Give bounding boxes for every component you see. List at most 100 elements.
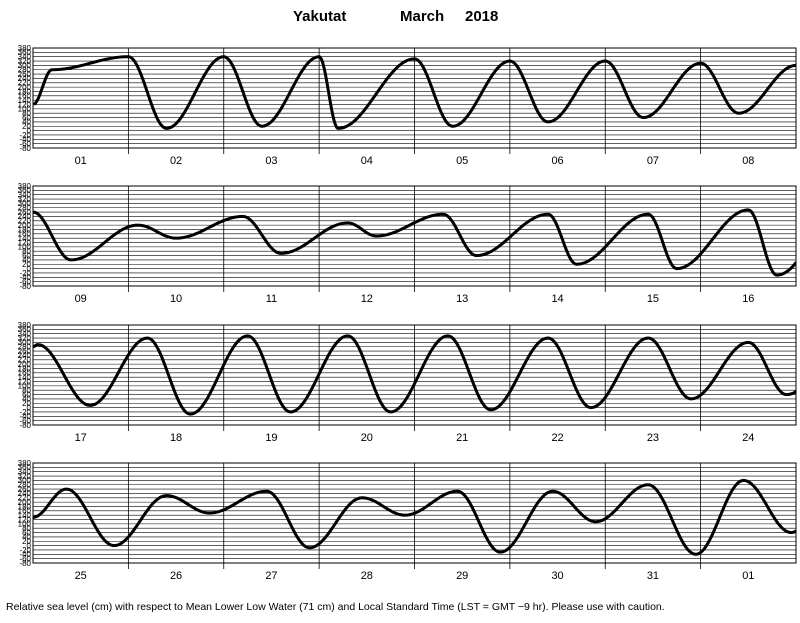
y-tick-label: 260	[18, 70, 32, 79]
y-tick-label: 60	[22, 390, 31, 399]
y-tick-label: 180	[18, 364, 32, 373]
tide-panel-3: -80-60-40-200204060801001201401601802002…	[18, 321, 797, 444]
y-tick-label: -20	[19, 546, 31, 555]
y-tick-label: 80	[22, 524, 31, 533]
tide-panel-4: -80-60-40-200204060801001201401601802002…	[18, 459, 797, 582]
y-tick-label: 80	[22, 247, 31, 256]
y-tick-label: 120	[18, 377, 32, 386]
y-tick-label: 0	[27, 541, 32, 550]
chart-title-station: Yakutat	[293, 8, 346, 25]
tide-panel-1: -80-60-40-200204060801001201401601802002…	[18, 44, 797, 167]
y-tick-label: 360	[18, 463, 32, 472]
day-label: 25	[75, 570, 87, 582]
day-label: 29	[456, 570, 468, 582]
y-tick-label: 320	[18, 57, 32, 66]
y-tick-label: 320	[18, 195, 32, 204]
y-tick-label: 200	[18, 83, 32, 92]
y-tick-label: 340	[18, 467, 32, 476]
day-label: 16	[742, 293, 754, 305]
y-tick-label: 20	[22, 399, 31, 408]
day-label: 14	[551, 293, 563, 305]
day-label: 27	[265, 570, 277, 582]
y-tick-label: 140	[18, 96, 32, 105]
y-tick-label: -60	[19, 416, 31, 425]
tide-panel-2: -80-60-40-200204060801001201401601802002…	[18, 182, 797, 305]
y-tick-label: 80	[22, 109, 31, 118]
y-tick-label: 180	[18, 502, 32, 511]
y-tick-label: 300	[18, 199, 32, 208]
y-tick-label: 140	[18, 373, 32, 382]
day-label: 18	[170, 432, 182, 444]
day-label: 04	[361, 155, 373, 167]
y-tick-label: 200	[18, 221, 32, 230]
y-tick-label: 140	[18, 234, 32, 243]
y-tick-label: 180	[18, 87, 32, 96]
day-label: 01	[742, 570, 754, 582]
y-tick-label: 380	[18, 321, 32, 330]
day-label: 02	[170, 155, 182, 167]
y-tick-label: 100	[18, 105, 32, 114]
day-label: 01	[75, 155, 87, 167]
y-tick-label: 60	[22, 113, 31, 122]
y-tick-label: 0	[27, 403, 32, 412]
y-tick-label: 260	[18, 208, 32, 217]
y-tick-label: -80	[19, 282, 31, 291]
day-label: 08	[742, 155, 754, 167]
y-tick-label: 180	[18, 225, 32, 234]
y-tick-label: 0	[27, 126, 32, 135]
chart-caption: Relative sea level (cm) with respect to …	[6, 601, 665, 613]
day-label: 03	[265, 155, 277, 167]
y-tick-label: -80	[19, 559, 31, 568]
y-tick-label: 200	[18, 498, 32, 507]
y-tick-label: -80	[19, 421, 31, 430]
y-tick-label: -40	[19, 412, 31, 421]
y-tick-label: 60	[22, 528, 31, 537]
y-tick-label: 40	[22, 533, 31, 542]
sea-level-curve	[33, 208, 796, 277]
y-tick-label: 300	[18, 476, 32, 485]
day-label: 28	[361, 570, 373, 582]
y-tick-label: 260	[18, 347, 32, 356]
y-tick-label: 240	[18, 212, 32, 221]
y-tick-label: 160	[18, 507, 32, 516]
y-tick-label: 0	[27, 264, 32, 273]
y-tick-label: 280	[18, 343, 32, 352]
y-tick-label: 140	[18, 511, 32, 520]
y-tick-label: 40	[22, 118, 31, 127]
day-label: 31	[647, 570, 659, 582]
y-tick-label: 160	[18, 369, 32, 378]
y-tick-label: 300	[18, 61, 32, 70]
y-tick-label: 120	[18, 100, 32, 109]
y-tick-label: -20	[19, 269, 31, 278]
y-tick-label: 100	[18, 520, 32, 529]
y-tick-label: -60	[19, 139, 31, 148]
day-label: 05	[456, 155, 468, 167]
y-tick-label: 100	[18, 243, 32, 252]
day-label: 26	[170, 570, 182, 582]
y-tick-label: 320	[18, 334, 32, 343]
y-tick-label: 120	[18, 238, 32, 247]
y-tick-label: 20	[22, 260, 31, 269]
day-label: 11	[266, 293, 277, 305]
y-tick-label: 360	[18, 325, 32, 334]
y-tick-label: 340	[18, 329, 32, 338]
y-tick-label: 160	[18, 230, 32, 239]
y-tick-label: 260	[18, 485, 32, 494]
y-tick-label: 380	[18, 182, 32, 191]
day-label: 24	[742, 432, 754, 444]
day-label: 07	[647, 155, 659, 167]
day-label: 10	[170, 293, 182, 305]
y-tick-label: 60	[22, 251, 31, 260]
y-tick-label: -20	[19, 408, 31, 417]
sea-level-curve	[33, 55, 796, 130]
day-label: 19	[265, 432, 277, 444]
y-tick-label: 340	[18, 52, 32, 61]
y-tick-label: 220	[18, 79, 32, 88]
y-tick-label: -20	[19, 131, 31, 140]
y-tick-label: 240	[18, 489, 32, 498]
day-label: 13	[456, 293, 468, 305]
sea-level-curve	[33, 334, 796, 416]
y-tick-label: 220	[18, 494, 32, 503]
